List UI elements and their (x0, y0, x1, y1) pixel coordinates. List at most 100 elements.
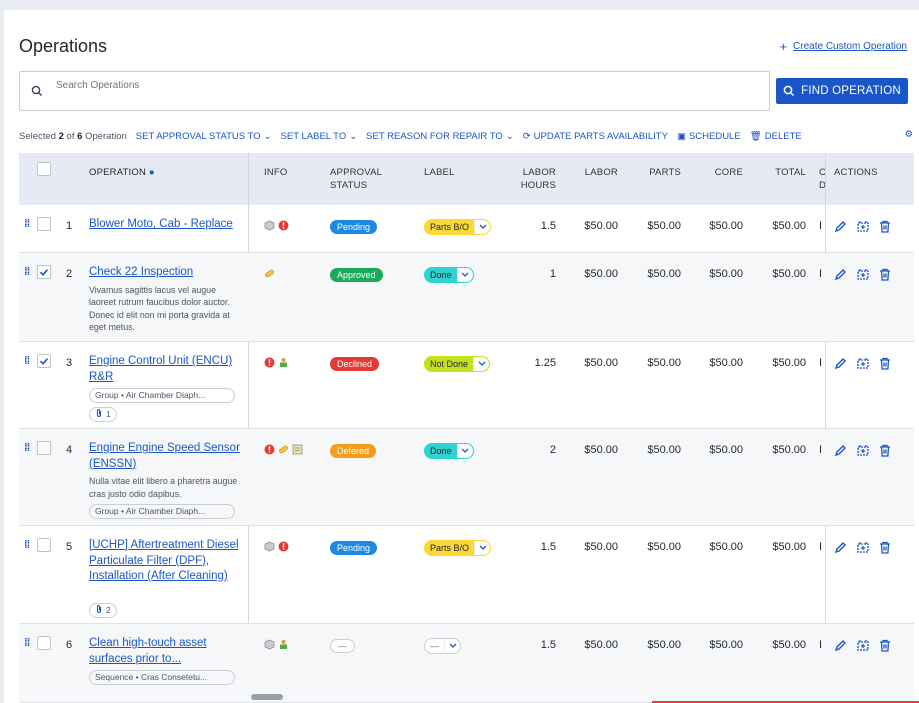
operation-name-link[interactable]: [UCHP] Aftertreatment Diesel Particulate… (89, 539, 239, 582)
table-row[interactable]: ⁞⁞ 4 Engine Engine Speed Sensor (ENSSN) Nul… (19, 429, 914, 526)
selection-summary: Selected 2 of 6 Operation (19, 130, 127, 142)
alert-icon[interactable] (264, 355, 275, 373)
label-select[interactable]: Done (424, 443, 474, 459)
group-chip[interactable]: Group • Air Chamber Diaph... (89, 388, 235, 403)
truncated-cell: I (819, 444, 823, 456)
row-number: 6 (66, 639, 73, 651)
edit-icon[interactable] (834, 444, 847, 462)
row-checkbox[interactable] (37, 265, 51, 279)
approval-status-badge[interactable]: Pending (330, 220, 378, 234)
label-select[interactable]: Done (424, 267, 474, 283)
trash-icon[interactable] (879, 268, 891, 286)
schedule-icon[interactable] (856, 357, 870, 375)
schedule-icon[interactable] (856, 220, 870, 238)
drag-handle-icon[interactable]: ⁞⁞ (24, 355, 30, 367)
table-row[interactable]: ⁞⁞ 6 Clean high-touch asset surfaces prior… (19, 624, 914, 703)
table-row[interactable]: ⁞⁞ 1 Blower Moto, Cab - Replace Pending Part… (19, 205, 914, 253)
trash-icon[interactable] (879, 220, 891, 238)
row-checkbox[interactable] (37, 354, 51, 368)
drag-handle-icon[interactable]: ⁞⁞ (24, 442, 30, 454)
trash-icon[interactable] (879, 541, 891, 559)
operation-name-link[interactable]: Engine Control Unit (ENCU) R&R (89, 355, 233, 383)
person-icon[interactable] (278, 637, 289, 655)
update-parts-availability-button[interactable]: ⟳ UPDATE PARTS AVAILABILITY (522, 130, 668, 142)
schedule-icon[interactable] (856, 639, 870, 657)
approval-status-badge[interactable]: Declined (330, 357, 380, 371)
operation-name-link[interactable]: Check 22 Inspection (89, 266, 194, 278)
edit-icon[interactable] (834, 639, 847, 657)
table-row[interactable]: ⁞⁞ 2 Check 22 Inspection Vivamus sagittis l… (19, 253, 914, 342)
schedule-icon[interactable] (856, 541, 870, 559)
edit-icon[interactable] (834, 541, 847, 559)
refresh-icon: ⟳ (522, 130, 531, 142)
search-input[interactable]: Search Operations (19, 71, 770, 111)
edit-icon[interactable] (834, 268, 847, 286)
label-select[interactable]: — (424, 638, 461, 654)
trash-icon[interactable] (879, 444, 891, 462)
alert-icon[interactable] (278, 539, 289, 557)
approval-status-badge[interactable]: Defered (330, 444, 377, 458)
label-select[interactable]: Not Done (424, 356, 491, 372)
drag-handle-icon[interactable]: ⁞⁞ (24, 539, 30, 551)
note-icon[interactable] (292, 442, 303, 460)
core-cost: $50.00 (709, 639, 743, 651)
set-approval-status-dropdown[interactable]: SET APPROVAL STATUS TO ⌄ (135, 130, 272, 142)
labor-hours: 1.5 (540, 220, 556, 232)
schedule-button[interactable]: ▣ SCHEDULE (676, 130, 741, 142)
row-checkbox[interactable] (37, 636, 51, 650)
group-chip[interactable]: Group • Air Chamber Diaph... (89, 504, 235, 519)
set-reason-for-repair-dropdown[interactable]: SET REASON FOR REPAIR TO ⌄ (366, 130, 514, 142)
edit-icon[interactable] (834, 220, 847, 238)
approval-status-badge[interactable]: Pending (330, 541, 378, 555)
find-operation-button[interactable]: FIND OPERATION (776, 78, 908, 104)
horizontal-scrollbar[interactable] (251, 694, 283, 700)
row-checkbox[interactable] (37, 538, 51, 552)
drag-handle-icon[interactable]: ⁞⁞ (24, 218, 30, 230)
parts-cost: $50.00 (647, 444, 681, 456)
table-row[interactable]: ⁞⁞ 3 Engine Control Unit (ENCU) R&R Group •… (19, 342, 914, 429)
chevron-down-icon (473, 357, 490, 371)
attachment-chip[interactable]: 2 (89, 603, 117, 618)
person-icon[interactable] (278, 355, 289, 373)
col-label: LABEL (424, 167, 455, 178)
parts-cost: $50.00 (647, 357, 681, 369)
label-select[interactable]: Parts B/O (424, 540, 492, 556)
col-core: CORE (714, 167, 743, 178)
parts-cost: $50.00 (647, 541, 681, 553)
pill-icon[interactable] (278, 442, 289, 460)
pill-icon[interactable] (264, 266, 275, 284)
operation-name-link[interactable]: Clean high-touch asset surfaces prior to… (89, 637, 207, 665)
info-icons (264, 218, 289, 236)
alert-icon[interactable] (264, 442, 275, 460)
drag-handle-icon[interactable]: ⁞⁞ (24, 266, 30, 278)
schedule-icon[interactable] (856, 444, 870, 462)
trash-icon[interactable] (879, 639, 891, 657)
set-label-dropdown[interactable]: SET LABEL TO ⌄ (280, 130, 358, 142)
box-icon[interactable] (264, 539, 275, 557)
select-all-checkbox[interactable] (37, 162, 51, 176)
col-operation[interactable]: OPERATION ● (89, 167, 155, 178)
row-checkbox[interactable] (37, 217, 51, 231)
core-cost: $50.00 (709, 357, 743, 369)
create-custom-operation-link[interactable]: + Create Custom Operation (779, 39, 907, 54)
operation-name-link[interactable]: Blower Moto, Cab - Replace (89, 218, 233, 230)
table-row[interactable]: ⁞⁞ 5 [UCHP] Aftertreatment Diesel Particul… (19, 526, 914, 624)
operation-name-link[interactable]: Engine Engine Speed Sensor (ENSSN) (89, 442, 240, 470)
label-select[interactable]: Parts B/O (424, 219, 492, 235)
row-checkbox[interactable] (37, 441, 51, 455)
box-icon[interactable] (264, 218, 275, 236)
trash-icon[interactable] (879, 357, 891, 375)
drag-handle-icon[interactable]: ⁞⁞ (24, 637, 30, 649)
labor-cost: $50.00 (584, 639, 618, 651)
attachment-chip[interactable]: 1 (89, 407, 117, 422)
approval-status-badge[interactable]: — (330, 639, 355, 653)
edit-icon[interactable] (834, 357, 847, 375)
schedule-icon[interactable] (856, 268, 870, 286)
gear-icon[interactable]: ⚙ (904, 129, 913, 140)
parts-cost: $50.00 (647, 220, 681, 232)
alert-icon[interactable] (278, 218, 289, 236)
delete-button[interactable]: 🗑 DELETE (749, 130, 802, 142)
group-chip[interactable]: Sequence • Cras Consetetu... (89, 670, 235, 685)
box-icon[interactable] (264, 637, 275, 655)
approval-status-badge[interactable]: Approved (330, 268, 383, 282)
